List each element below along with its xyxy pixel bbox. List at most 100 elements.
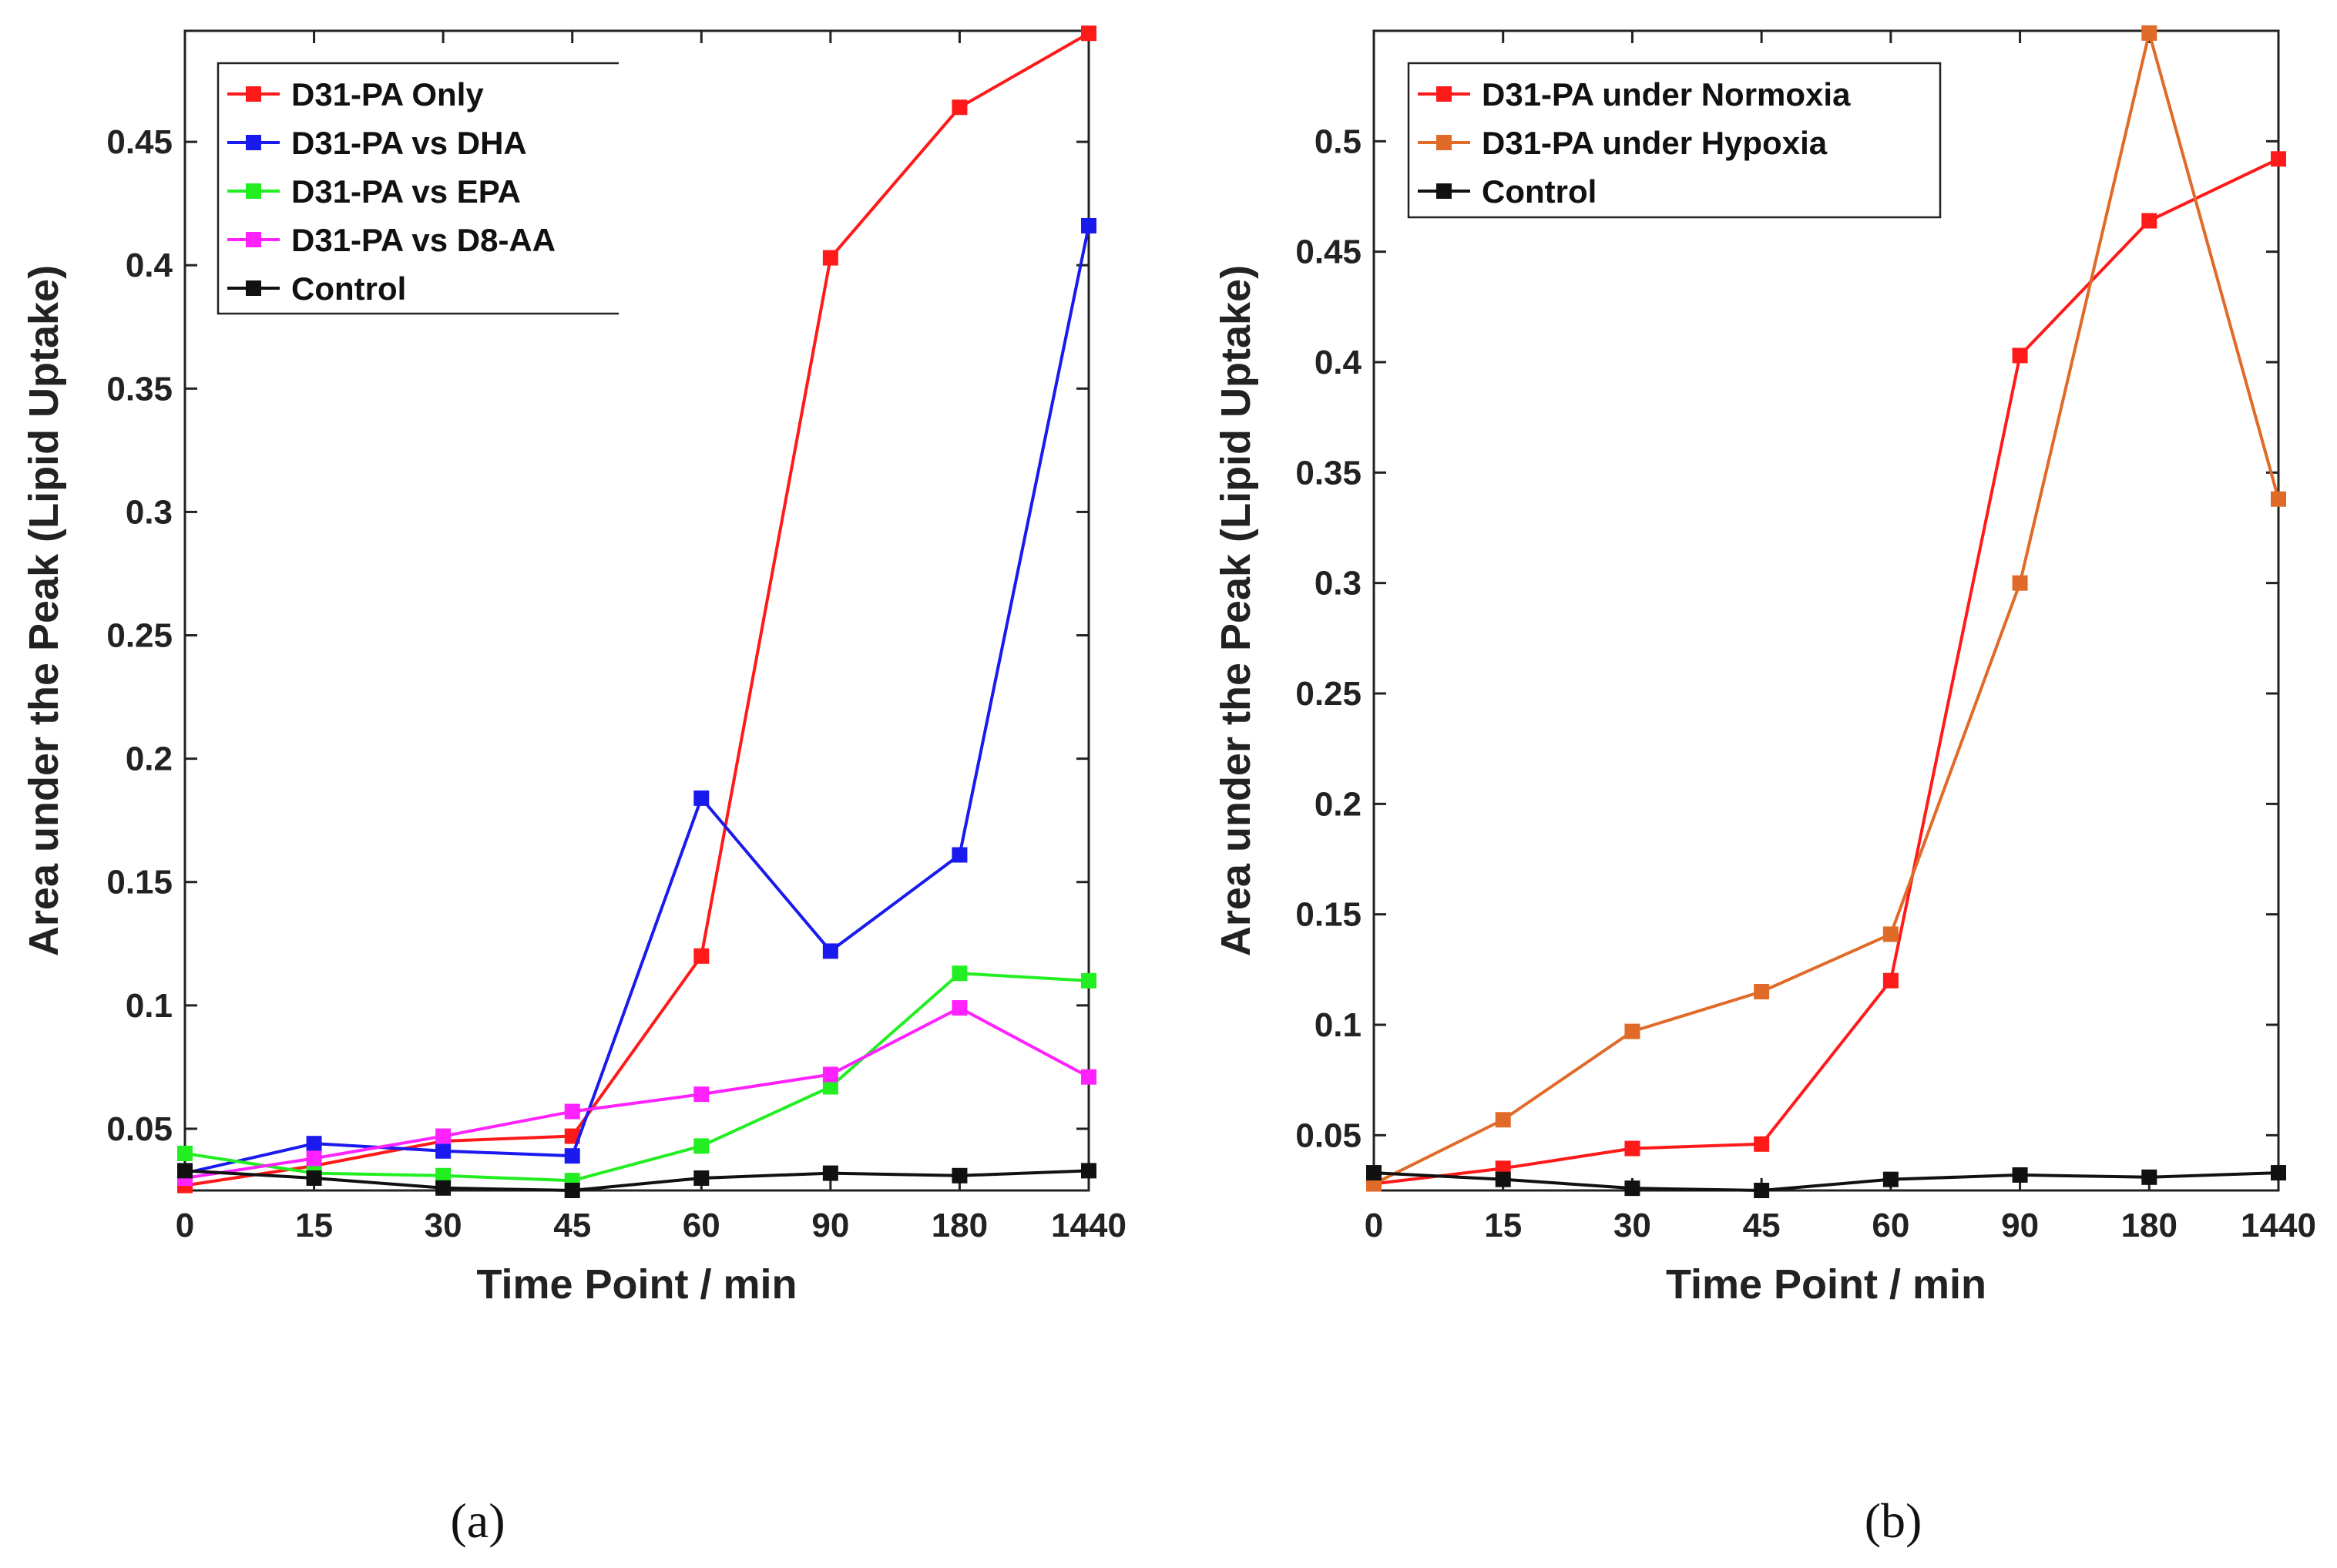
series-line-b-1 <box>1373 31 2280 1186</box>
y-tick-label: 0.15 <box>1295 896 1362 934</box>
data-point-a-3 <box>435 1128 452 1144</box>
y-tick-label: 0.2 <box>126 740 173 778</box>
legend-swatch-marker <box>246 280 261 296</box>
data-point-b-0 <box>1882 972 1899 989</box>
data-point-b-2 <box>2012 1167 2028 1183</box>
x-tick-label: 90 <box>2001 1207 2039 1244</box>
y-tick-label: 0.25 <box>1295 675 1362 713</box>
legend-entry: D31-PA Only <box>291 76 484 112</box>
series-line-a-4 <box>184 1169 1090 1192</box>
legend-entry: D31-PA vs DHA <box>291 125 527 161</box>
legend-border <box>1407 62 1942 219</box>
data-point-a-4 <box>306 1170 322 1186</box>
data-point-a-1 <box>1081 217 1096 233</box>
x-tick-label: 180 <box>2121 1207 2178 1244</box>
data-point-b-1 <box>1624 1023 1640 1039</box>
panel-caption: (b) <box>1865 1493 1922 1548</box>
y-tick-label: 0.1 <box>1315 1006 1362 1044</box>
x-tick-label: 45 <box>1743 1207 1781 1244</box>
data-point-a-4 <box>822 1165 838 1181</box>
legend-entry: D31-PA under Normoxia <box>1482 76 1851 112</box>
y-tick-label: 0.45 <box>106 123 173 161</box>
data-point-b-1 <box>1495 1112 1511 1128</box>
legend-entry: Control <box>291 270 406 307</box>
data-point-a-0 <box>564 1128 580 1144</box>
x-tick-label: 30 <box>1613 1207 1651 1244</box>
data-point-a-0 <box>952 99 968 116</box>
legend-entry: D31-PA under Hypoxia <box>1482 125 1828 161</box>
x-tick-label: 30 <box>425 1207 462 1244</box>
legend-background <box>218 63 619 314</box>
data-point-a-3 <box>306 1150 322 1167</box>
data-point-a-2 <box>435 1167 452 1184</box>
legend-swatch-marker <box>1436 135 1452 150</box>
data-point-b-2 <box>1495 1171 1511 1187</box>
legend-swatch-marker <box>246 86 261 102</box>
data-point-a-1 <box>952 847 968 863</box>
data-point-a-4 <box>693 1170 710 1186</box>
data-point-a-4 <box>564 1183 580 1198</box>
y-tick-label: 0.5 <box>1315 123 1362 160</box>
data-point-b-1 <box>2141 25 2157 41</box>
series-line-a-1 <box>184 225 1090 1175</box>
x-tick-label: 60 <box>1872 1207 1909 1244</box>
data-point-a-2 <box>952 965 968 982</box>
legend-swatch-marker <box>1436 86 1452 102</box>
y-tick-label: 0.4 <box>126 247 173 284</box>
y-tick-label: 0.15 <box>106 864 173 902</box>
x-tick-label: 15 <box>1484 1207 1522 1244</box>
x-tick-label: 45 <box>553 1207 591 1244</box>
legend-entry: D31-PA vs D8-AA <box>291 222 556 258</box>
y-tick-label: 0.3 <box>126 493 173 531</box>
y-tick-label: 0.35 <box>1295 454 1362 492</box>
data-point-b-2 <box>1882 1171 1899 1187</box>
series-line-a-0 <box>184 32 1090 1187</box>
y-tick-label: 0.05 <box>1295 1116 1362 1154</box>
data-point-a-1 <box>306 1136 322 1152</box>
legend-swatch-marker <box>246 232 261 247</box>
x-tick-label: 60 <box>683 1207 720 1244</box>
data-point-a-4 <box>435 1180 452 1196</box>
data-point-a-0 <box>822 250 838 266</box>
series-line-a-3 <box>184 1006 1090 1180</box>
x-tick-label: 90 <box>811 1207 849 1244</box>
series-line-b-2 <box>1373 1171 2279 1192</box>
legend-swatch-marker <box>246 135 261 150</box>
data-point-b-1 <box>1882 926 1899 942</box>
data-point-a-4 <box>1081 1163 1096 1179</box>
data-point-b-0 <box>2271 151 2286 167</box>
legend-entry: D31-PA vs EPA <box>291 173 521 210</box>
x-tick-label: 180 <box>932 1207 988 1244</box>
data-point-a-3 <box>822 1066 838 1083</box>
data-point-a-2 <box>822 1079 838 1095</box>
y-tick-label: 0.35 <box>106 370 173 408</box>
data-point-a-2 <box>1081 972 1096 989</box>
data-point-a-0 <box>693 948 710 964</box>
legend-entry: Control <box>1482 173 1597 210</box>
data-point-b-0 <box>2012 348 2028 364</box>
data-point-b-2 <box>1624 1180 1640 1197</box>
data-point-b-0 <box>1754 1136 1770 1152</box>
data-point-a-1 <box>435 1143 452 1159</box>
data-point-b-0 <box>1624 1140 1640 1157</box>
x-axis-label: Time Point / min <box>476 1261 797 1308</box>
data-point-a-0 <box>1081 25 1096 42</box>
data-point-b-0 <box>2141 213 2157 229</box>
legend-border <box>217 62 619 315</box>
data-point-a-1 <box>693 790 710 806</box>
series-line-a-2 <box>184 972 1090 1183</box>
data-point-b-2 <box>1754 1183 1770 1198</box>
plot-frame <box>1372 29 2280 1192</box>
chart-panel-b: 0.05 0.1 0.15 0.2 0.25 0.3 0.35 0.4 0.45 0.5 0 15 30… <box>1213 25 2316 1548</box>
y-tick-label: 0.25 <box>106 617 173 655</box>
legend-swatch-marker <box>1436 183 1452 199</box>
data-point-a-3 <box>693 1086 710 1103</box>
data-point-b-2 <box>2271 1165 2286 1181</box>
data-point-a-3 <box>564 1103 580 1120</box>
y-tick-label: 0.4 <box>1315 344 1362 381</box>
data-point-a-3 <box>952 1000 968 1016</box>
y-tick-label: 0.2 <box>1315 785 1362 823</box>
series-line-b-0 <box>1373 157 2279 1186</box>
data-point-a-3 <box>1081 1069 1096 1085</box>
